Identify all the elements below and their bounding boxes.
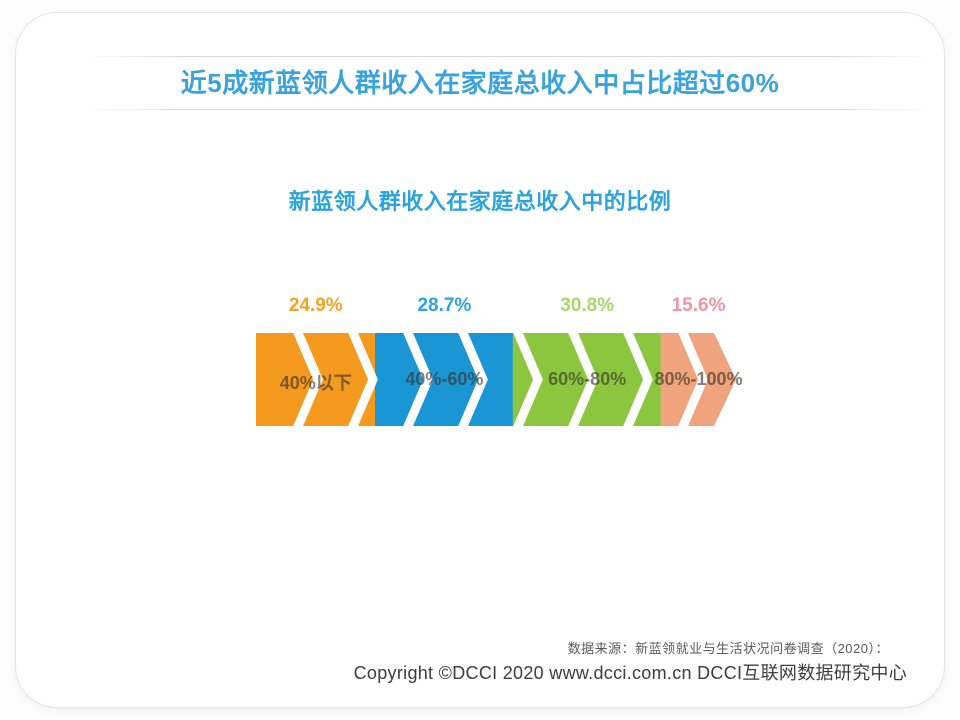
percent-label: 24.9% (288, 295, 343, 316)
title-divider-top (86, 56, 930, 58)
slide-card: 近5成新蓝领人群收入在家庭总收入中占比超过60% 新蓝领人群收入在家庭总收入中的… (15, 12, 945, 708)
percent-label: 30.8% (560, 295, 615, 316)
percent-label: 28.7% (417, 295, 472, 316)
percent-label: 15.6% (671, 295, 726, 316)
chart-title: 新蓝领人群收入在家庭总收入中的比例 (288, 189, 672, 214)
page-title: 近5成新蓝领人群收入在家庭总收入中占比超过60% (180, 68, 780, 98)
arrow-chart: 24.9% 28.7% 30.8% 15.6% 40%以下 40%-60% 60%-80%… (256, 289, 743, 435)
arrow-bar (256, 333, 736, 426)
copyright-line: Copyright ©DCCI 2020 www.dcci.com.cn DCC… (353, 663, 907, 683)
data-source-note: 数据来源：新蓝领就业与生活状况问卷调查（2020）： (567, 641, 889, 656)
title-divider-bottom (86, 109, 930, 111)
